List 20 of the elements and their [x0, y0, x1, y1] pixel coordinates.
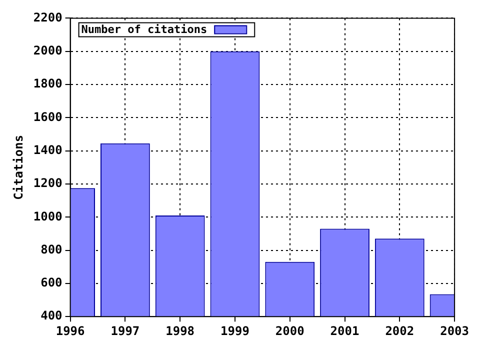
x-tick-label: 1998	[166, 324, 195, 338]
y-tick-label: 800	[40, 242, 62, 256]
y-tick-label: 1800	[33, 76, 62, 91]
y-tick-label: 400	[40, 308, 62, 323]
y-tick-label: 1400	[33, 142, 62, 157]
y-tick-label: 1600	[33, 110, 62, 124]
x-tick-label: 1997	[110, 324, 140, 338]
x-tick-label: 1996	[56, 324, 85, 338]
x-tick-label: 2002	[385, 324, 414, 338]
x-tick-label: 2001	[330, 324, 360, 338]
y-tick-label: 2000	[33, 43, 62, 58]
x-tick-label: 2003	[440, 324, 470, 338]
legend-label: Number of citations	[81, 23, 208, 36]
x-tick-label: 2000	[275, 324, 304, 338]
x-tick-label: 1999	[220, 324, 250, 338]
y-tick-label: 1200	[33, 176, 62, 190]
y-tick-label: 1000	[33, 209, 62, 224]
y-tick-label: 2200	[33, 10, 62, 24]
y-axis-title: Citations	[11, 134, 26, 200]
y-tick-label: 600	[40, 276, 62, 290]
